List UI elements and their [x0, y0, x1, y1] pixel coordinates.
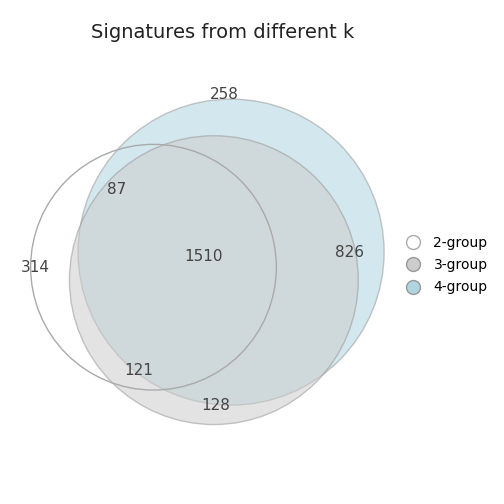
Text: 128: 128: [202, 398, 230, 413]
Text: 1510: 1510: [184, 249, 222, 264]
Text: 258: 258: [210, 87, 239, 102]
Text: 826: 826: [335, 244, 364, 260]
Text: 121: 121: [124, 363, 153, 378]
Title: Signatures from different k: Signatures from different k: [91, 23, 354, 42]
Text: 314: 314: [21, 260, 49, 275]
Legend: 2-group, 3-group, 4-group: 2-group, 3-group, 4-group: [393, 230, 493, 300]
Text: 87: 87: [107, 182, 127, 197]
Circle shape: [70, 136, 358, 424]
Circle shape: [78, 99, 384, 405]
